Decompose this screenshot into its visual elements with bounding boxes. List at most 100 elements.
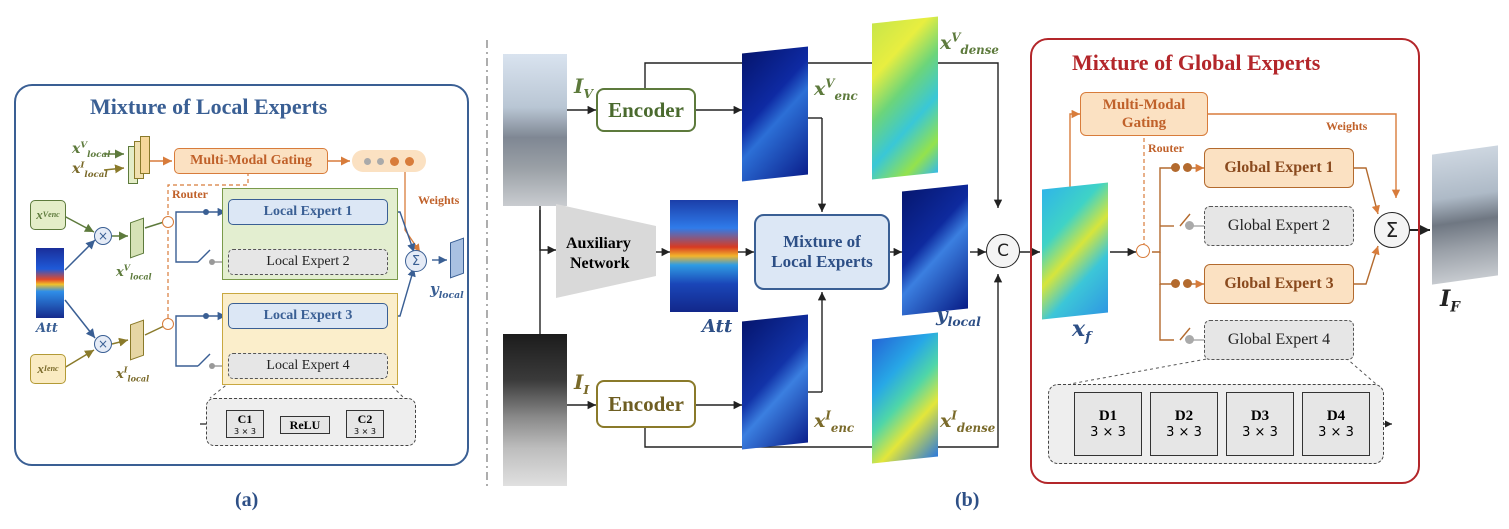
x-enc-i-feature [742, 314, 808, 450]
panel-b-caption: (b) [955, 489, 980, 511]
x-enc-i-label: xIenc [814, 408, 855, 435]
router-node [162, 318, 174, 330]
x-dense-v-feature [872, 16, 938, 180]
conv-name: D1 [1098, 408, 1118, 424]
mole-label-2: Local Experts [771, 252, 873, 271]
x-enc-v-feature [742, 46, 808, 182]
local-expert-1: Local Expert 1 [228, 199, 388, 225]
attention-map-thumbnail [36, 248, 64, 318]
switch-dot-on [1171, 279, 1180, 288]
aux-net-label-1: Auxiliary [566, 235, 631, 252]
switch-dot-on [1183, 163, 1192, 172]
I-I-label: II [574, 370, 590, 397]
local-experts-title: Mixture of Local Experts [90, 94, 328, 119]
multiply-operator: × [94, 335, 112, 353]
global-gating-box: Multi-Modal Gating [1080, 92, 1208, 136]
global-expert-3: Global Expert 3 [1204, 264, 1354, 304]
infrared-image-thumbnail [503, 334, 567, 486]
y-local-label-a: ylocal [430, 280, 464, 301]
switch-dot-on [203, 209, 209, 215]
weight-dot [364, 157, 371, 165]
encoder-infrared: Encoder [596, 380, 696, 428]
I-V-label: IV [574, 74, 593, 101]
x-local-v-label-2: xVlocal [116, 262, 152, 282]
router-node [162, 216, 174, 228]
x-dense-i-label: xIdense [940, 408, 996, 435]
x-f-label: xf [1072, 316, 1091, 346]
dilated-conv-d2: D2 3 × 3 [1150, 392, 1218, 456]
global-expert-2: Global Expert 2 [1204, 206, 1354, 246]
x-local-i-label-2: xIlocal [116, 364, 150, 384]
encoder-visible: Encoder [596, 88, 696, 132]
conv-name: C2 [357, 412, 373, 426]
conv-name: D2 [1174, 408, 1194, 424]
weights-label-a: Weights [418, 193, 460, 207]
gating-label-1: Multi-Modal [1102, 97, 1186, 113]
attention-map [670, 200, 738, 312]
relu-block: ReLU [280, 416, 330, 434]
mole-label-1: Mixture of [783, 232, 861, 251]
local-expert-3: Local Expert 3 [228, 303, 388, 329]
aux-net-label-2: Network [570, 255, 630, 272]
router-label-c: Router [1148, 141, 1184, 155]
x-f-feature [1042, 182, 1108, 320]
switch-dot-on [1183, 279, 1192, 288]
weight-dot [405, 156, 414, 166]
conv-kernel: 3 × 3 [1090, 425, 1126, 440]
weights-label-c: Weights [1326, 119, 1368, 133]
x-local-v-label: xVlocal [72, 140, 111, 160]
x-local-i-feature-icon [130, 319, 144, 361]
conv-c2: C2 3 × 3 [346, 410, 384, 438]
conv-c1: C1 3 × 3 [226, 410, 264, 438]
y-local-feature-icon [450, 237, 464, 279]
local-experts-panel [14, 84, 469, 466]
global-expert-4: Global Expert 4 [1204, 320, 1354, 360]
panel-a-caption: (a) [235, 489, 259, 511]
y-local-feature [902, 184, 968, 316]
switch-dot-off [209, 363, 215, 369]
local-expert-2: Local Expert 2 [228, 249, 388, 275]
switch-dot-on [1171, 163, 1180, 172]
multiply-operator: × [94, 227, 112, 245]
conv-name: D3 [1250, 408, 1270, 424]
fused-output-thumbnail [1432, 145, 1498, 285]
conv-name: C1 [237, 412, 253, 426]
switch-dot-off [1185, 335, 1194, 344]
dilated-conv-d4: D4 3 × 3 [1302, 392, 1370, 456]
conv-kernel: 3 × 3 [234, 427, 256, 436]
y-local-label-b: ylocal [936, 302, 981, 329]
global-experts-panel [1030, 38, 1420, 484]
router-node-c [1136, 244, 1150, 258]
x-local-v-feature-icon [130, 217, 144, 259]
global-experts-title: Mixture of Global Experts [1072, 50, 1321, 75]
conv-kernel: 3 × 3 [354, 427, 376, 436]
att-label-b: Att [702, 316, 733, 337]
dilated-conv-d1: D1 3 × 3 [1074, 392, 1142, 456]
sum-operator-c: Σ [1374, 212, 1410, 248]
weight-dot [377, 157, 384, 165]
mixture-of-local-experts-box: Mixture of Local Experts [754, 214, 890, 290]
switch-dot-on [203, 313, 209, 319]
switch-dot-off [209, 259, 215, 265]
att-label-a: Att [36, 321, 58, 336]
dilated-conv-d3: D3 3 × 3 [1226, 392, 1294, 456]
conv-kernel: 3 × 3 [1318, 425, 1354, 440]
stacked-feature-icon-3 [140, 136, 150, 174]
visible-image-thumbnail [503, 54, 567, 206]
conv-kernel: 3 × 3 [1242, 425, 1278, 440]
x-enc-v-label: xVenc [814, 76, 858, 103]
weight-dot [390, 156, 399, 166]
I-F-label: IF [1440, 286, 1460, 316]
gating-label-2: Gating [1121, 115, 1167, 131]
x-dense-i-feature [872, 332, 938, 464]
weights-vector [352, 150, 426, 172]
auxiliary-network-shape [556, 204, 656, 298]
conv-name: D4 [1326, 408, 1346, 424]
global-expert-1: Global Expert 1 [1204, 148, 1354, 188]
switch-dot-off [1185, 221, 1194, 230]
local-expert-4: Local Expert 4 [228, 353, 388, 379]
router-label-a: Router [172, 187, 208, 201]
